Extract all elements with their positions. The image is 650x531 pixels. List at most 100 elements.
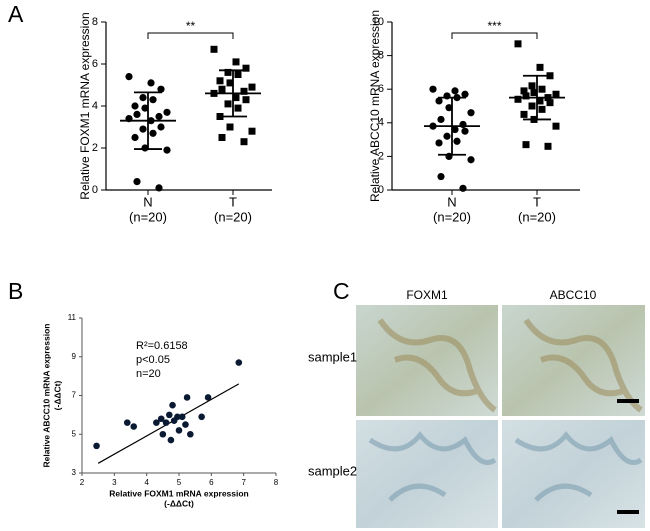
data-point: [157, 85, 165, 93]
x-axis-label: (-ΔΔCt): [164, 498, 194, 508]
x-tick-label: 6: [209, 478, 214, 487]
y-tick-label: 2: [378, 150, 384, 162]
data-point: [162, 419, 170, 426]
y-tick-label: 11: [68, 313, 77, 322]
data-point: [139, 94, 147, 102]
data-point: [520, 110, 528, 118]
data-point: [435, 139, 443, 147]
data-point: [546, 99, 554, 107]
data-point: [552, 122, 560, 130]
data-point: [187, 430, 194, 438]
panel-letter: B: [8, 278, 23, 304]
y-axis-label: Relative FOXM1 mRNA expression: [78, 12, 92, 199]
data-point: [149, 96, 157, 104]
x-tick-label: 7: [241, 478, 246, 487]
x-axis-label: Relative FOXM1 mRNA expression: [109, 488, 249, 498]
y-tick-label: 8: [378, 50, 384, 62]
data-point: [467, 109, 475, 117]
y-tick-label: 6: [378, 83, 384, 95]
y-tick-label: 2: [92, 142, 98, 154]
column-label: ABCC10: [550, 288, 597, 302]
data-point: [514, 95, 522, 103]
data-point: [234, 104, 242, 112]
x-tick-label: 4: [144, 478, 149, 487]
x-tick-note: (n=20): [214, 209, 252, 224]
y-tick-label: 6: [92, 58, 98, 70]
image: [356, 420, 498, 528]
data-point: [224, 100, 232, 108]
data-point: [141, 104, 149, 112]
data-point: [536, 97, 544, 105]
x-tick-label: N: [143, 194, 152, 209]
x-tick-note: (n=20): [433, 209, 471, 224]
data-point: [234, 71, 242, 78]
y-axis-label: (-ΔΔCt): [52, 380, 62, 410]
data-point: [224, 68, 232, 76]
image: [356, 305, 498, 416]
data-point: [232, 94, 240, 102]
data-point: [183, 394, 191, 401]
data-point: [125, 73, 133, 81]
data-point: [435, 97, 443, 105]
annotation: R²=0.6158: [136, 340, 188, 352]
y-tick-label: 4: [378, 117, 384, 129]
data-point: [235, 359, 243, 366]
panel-letter: C: [333, 278, 350, 304]
data-point: [216, 77, 224, 85]
data-point: [461, 127, 469, 135]
data-point: [544, 142, 552, 150]
data-point: [218, 85, 226, 93]
data-point: [131, 102, 139, 110]
data-point: [133, 110, 141, 118]
data-point: [163, 146, 171, 154]
data-point: [133, 178, 141, 186]
x-tick-note: (n=20): [129, 209, 167, 224]
significance-bracket: [451, 32, 538, 39]
data-point: [155, 184, 163, 192]
scale-bar: [617, 399, 639, 403]
data-point: [242, 96, 250, 104]
data-point: [248, 83, 256, 91]
x-tick-label: 8: [274, 478, 279, 487]
y-tick-label: 10: [372, 16, 384, 28]
data-point: [166, 411, 173, 419]
y-tick-label: 8: [92, 16, 98, 28]
y-axis-label: Relative ABCC10 mRNA expression: [41, 324, 51, 468]
data-point: [445, 104, 453, 112]
data-point: [218, 134, 226, 141]
data-point: [437, 172, 445, 181]
y-tick-label: 0: [378, 184, 384, 196]
data-point: [451, 125, 459, 134]
data-point: [522, 92, 530, 100]
data-point: [528, 102, 536, 110]
y-tick-label: 4: [92, 100, 98, 112]
data-point: [155, 112, 163, 121]
annotation: n=20: [136, 368, 161, 380]
row-label: sample1: [308, 349, 357, 364]
data-point: [204, 394, 212, 401]
data-point: [240, 87, 248, 95]
data-point: [552, 90, 560, 98]
data-point: [210, 45, 218, 53]
data-point: [153, 419, 160, 426]
data-point: [453, 137, 461, 145]
data-point: [182, 421, 189, 428]
data-point: [240, 138, 248, 146]
data-point: [536, 63, 544, 71]
data-point: [149, 129, 157, 137]
panel-letter: A: [8, 1, 24, 27]
data-point: [248, 127, 256, 135]
significance-bracket: [147, 32, 234, 39]
annotation: p<0.05: [136, 354, 170, 366]
data-point: [157, 415, 165, 423]
scale-bar: [617, 510, 639, 514]
data-point: [232, 58, 240, 66]
y-tick-label: 0: [92, 184, 98, 196]
data-point: [167, 436, 175, 444]
histology-images: [356, 305, 645, 528]
data-point: [226, 79, 234, 87]
y-tick-label: 7: [72, 391, 77, 400]
data-point: [530, 89, 538, 97]
data-point: [467, 156, 475, 164]
